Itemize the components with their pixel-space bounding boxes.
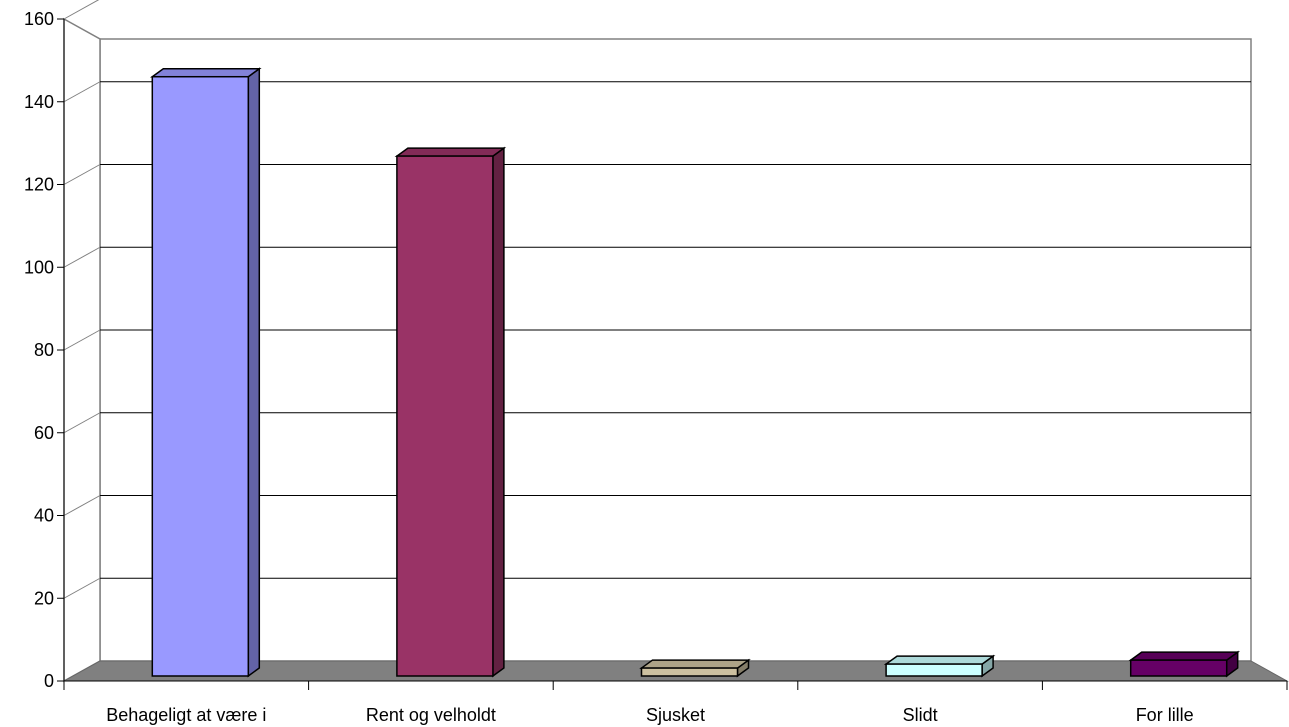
x-tick-label: For lille [1136,705,1194,725]
bar [639,658,751,678]
bar-top [394,147,507,157]
bar-top [639,659,751,669]
side-gridline [63,164,101,185]
bar-front [151,75,250,677]
gridlines [63,0,1251,599]
y-axis-ticks: 0 20 40 60 80 100 120 140 160 [24,9,64,691]
y-tick-label: 140 [24,92,54,112]
y-tick-label: 160 [24,9,54,29]
bar-front [885,663,983,677]
bar-front [640,667,739,677]
side-gridline [63,577,101,599]
side-gridline [63,495,101,516]
bars [149,67,1241,678]
y-tick-label: 80 [34,340,54,360]
x-tick-label: Slidt [903,705,938,725]
side-gridline [63,81,101,103]
x-tick-label: Behageligt at være i [106,705,266,725]
x-tick-label: Rent og velholdt [366,705,496,725]
y-tick-label: 100 [24,257,54,277]
chart-back-wall [99,38,1252,662]
x-tick-label: Sjusket [646,705,705,725]
side-gridline [63,246,101,268]
bar-top [149,67,262,78]
side-gridline [63,412,101,434]
bar [1128,650,1241,678]
bar-side [247,67,261,678]
y-tick-label: 60 [34,423,54,443]
bar [394,146,507,678]
bar-front [1129,659,1228,677]
side-gridline [63,0,100,20]
bar-top [1128,651,1241,661]
bar [883,654,996,678]
bar-side [492,146,505,678]
y-tick-label: 120 [24,175,54,195]
y-tick-label: 20 [34,588,54,608]
y-tick-label: 0 [44,671,54,691]
y-tick-label: 40 [34,506,54,526]
side-gridline [63,329,101,351]
x-axis-ticks: Behageligt at være i Rent og velholdt Sjus… [63,681,1288,725]
bar [149,67,262,678]
bar-front [396,155,494,677]
bar-top [883,655,996,665]
